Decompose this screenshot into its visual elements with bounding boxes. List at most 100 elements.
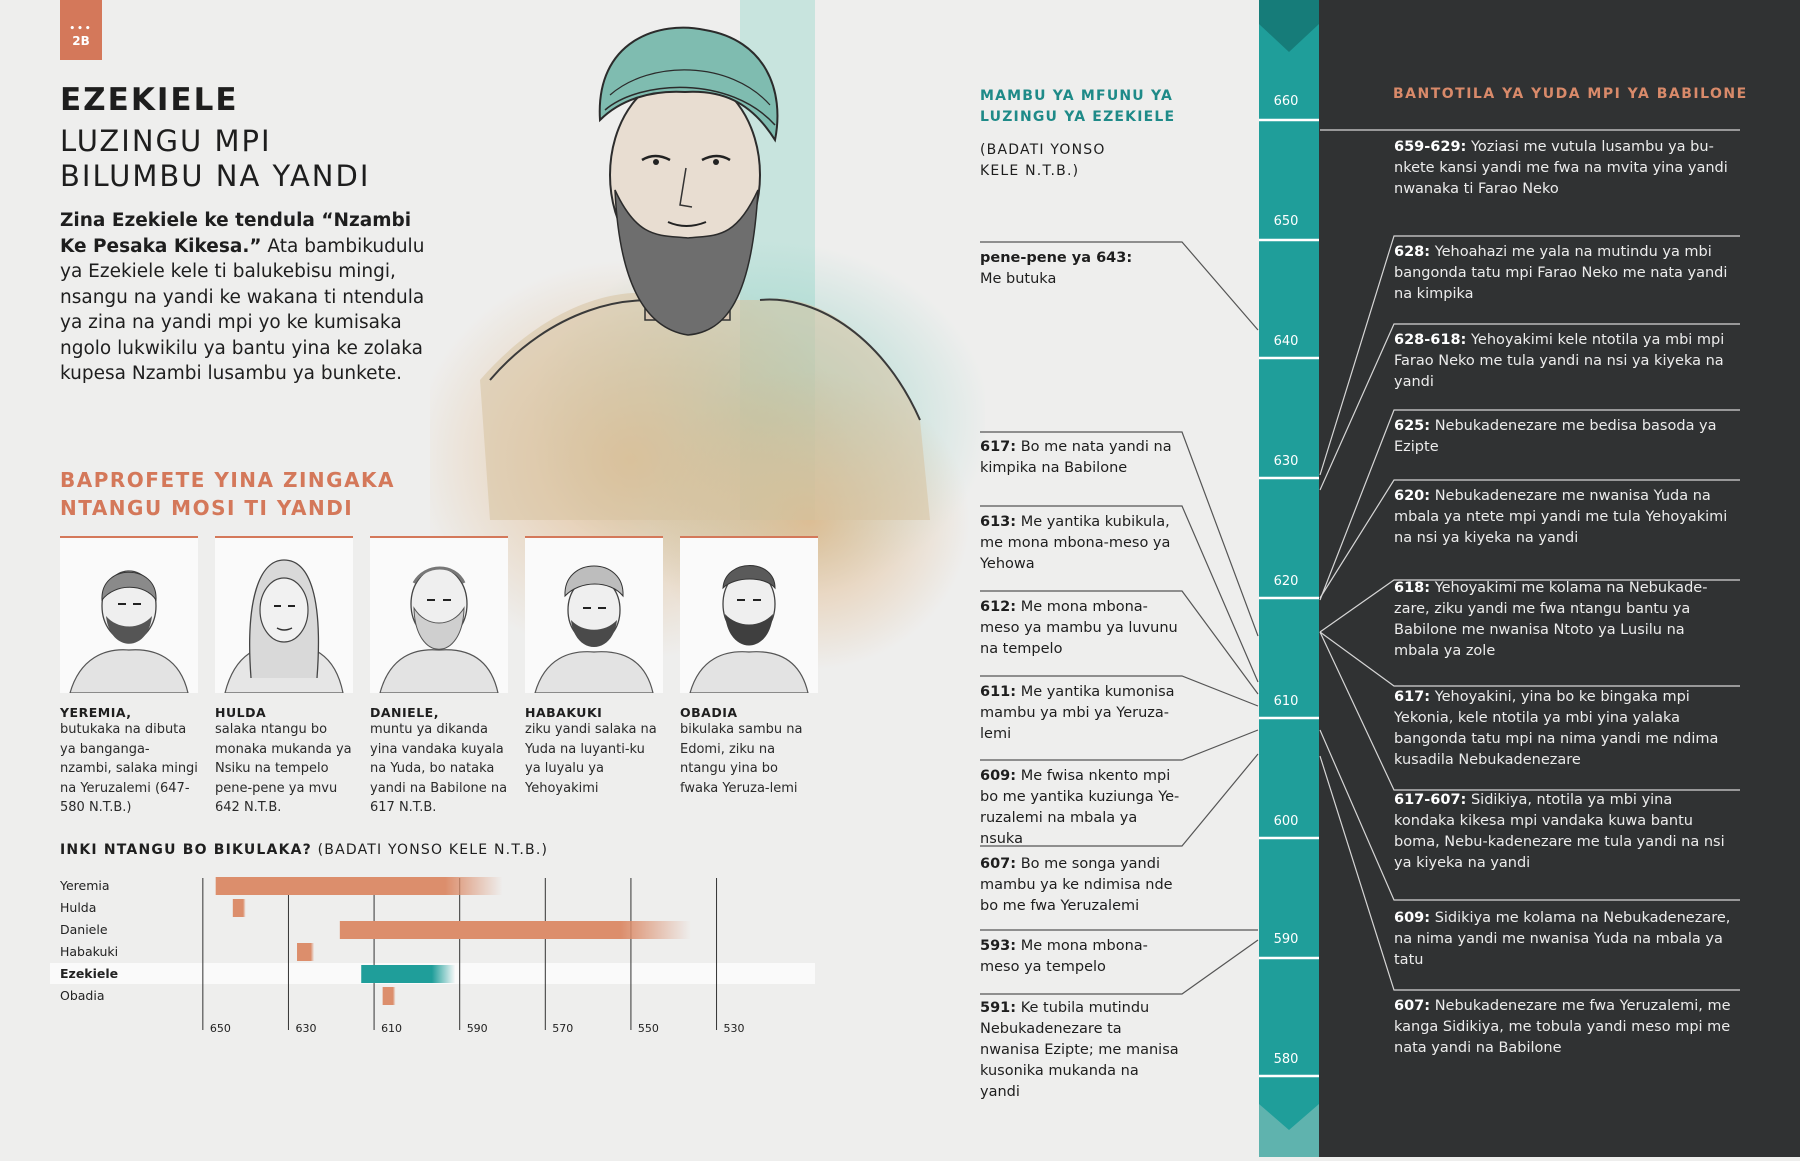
x-tick-label: 610 [381, 1022, 402, 1035]
chart-title: INKI NTANGU BO BIKULAKA? (BADATI YONSO K… [60, 842, 548, 858]
timeline-year-label: 630 [1273, 454, 1299, 469]
row-label: Obadia [60, 988, 105, 1003]
event-date: 628-618: [1394, 332, 1467, 348]
ezekiel-events-heading-line-2: LUZINGU YA EZEKIELE [980, 109, 1176, 125]
event-text: Nebukadenezare me nwanisa Yuda na mbala … [1394, 488, 1728, 546]
event-text: Nebukadenezare me fwa Yeruzalemi, me kan… [1394, 998, 1731, 1056]
event-date: 625: [1394, 418, 1431, 434]
event-text: Yehoahazi me yala na mutindu ya mbi bang… [1394, 244, 1728, 302]
period-bar [215, 877, 503, 895]
event-date: 659-629: [1394, 139, 1467, 155]
king-event: 628: Yehoahazi me yala na mutindu ya mbi… [1394, 242, 1734, 305]
subtitle-line-1: LUZINGU MPI [60, 124, 272, 158]
ezekiel-event: 609: Me fwisa nkento mpi bo me yantika k… [980, 766, 1180, 850]
card-accent-line [680, 536, 818, 538]
event-text: Sidikiya, ntotila ya mbi yina kondaka ki… [1394, 792, 1725, 871]
event-date: 617: [980, 439, 1017, 455]
x-tick-label: 550 [638, 1022, 659, 1035]
event-text: Nebukadenezare me bedisa basoda ya Ezipt… [1394, 418, 1717, 455]
king-event: 659-629: Yoziasi me vutula lusambu ya bu… [1394, 137, 1734, 200]
intro-bold-text: Zina Ezekiele ke tendula “Nzambi Ke Pesa… [60, 210, 412, 257]
timeline-year-label: 610 [1273, 694, 1299, 709]
prophet-name: OBADIA [680, 705, 738, 720]
prophets-heading-line-1: BAPROFETE YINA ZINGAKA [60, 468, 396, 492]
prophet-portrait-sketch [525, 538, 663, 693]
event-text: Sidikiya me kolama na Nebukadenezare, na… [1394, 910, 1731, 968]
prophecy-period-chart: 650 630 610 590 570 550 530 Yeremia Hulda Daniele… [50, 877, 815, 1035]
prophet-name: HABAKUKI [525, 705, 603, 720]
row-label: Yeremia [59, 878, 110, 893]
timeline-year-label: 590 [1273, 932, 1299, 947]
x-tick-label: 630 [295, 1022, 316, 1035]
event-date: 611: [980, 684, 1017, 700]
event-date: 613: [980, 514, 1017, 530]
ezekiel-events-note: (BADATI YONSO KELE N.T.B.) [980, 140, 1180, 182]
x-tick-label: 590 [467, 1022, 488, 1035]
prophet-description: muntu ya dikanda yina vandaka kuyala na … [370, 722, 508, 815]
ezekiel-event: 593: Me mona mbona-meso ya tempelo [980, 936, 1180, 978]
event-date: 609: [980, 768, 1017, 784]
period-bar [361, 965, 456, 983]
page-number: 2B [72, 34, 90, 48]
event-date: 607: [980, 856, 1017, 872]
page-title: EZEKIELE [60, 82, 239, 118]
event-text: Bo me songa yandi mambu ya ke ndimisa nd… [980, 856, 1173, 914]
prophet-card-obadia: OBADIA bikulaka sambu na Edomi, ziku na … [680, 536, 818, 798]
period-bar [339, 921, 691, 939]
card-accent-line [525, 536, 663, 538]
prophet-card-hulda: HULDA salaka ntangu bo monaka mukanda ya… [215, 536, 353, 818]
prophet-portrait-sketch [60, 538, 198, 693]
event-text: Ke tubila mutindu Nebukadenezare ta nwan… [980, 1000, 1179, 1100]
king-event: 625: Nebukadenezare me bedisa basoda ya … [1394, 416, 1734, 458]
prophet-card-habakuki: HABAKUKI ziku yandi salaka na Yuda na lu… [525, 536, 663, 798]
event-date: 609: [1394, 910, 1431, 926]
event-text: Yehoyakimi kele ntotila ya mbi mpi Farao… [1394, 332, 1725, 390]
ezekiel-event: 607: Bo me songa yandi mambu ya ke ndimi… [980, 854, 1180, 917]
prophet-description: bikulaka sambu na Edomi, ziku na ntangu … [680, 722, 803, 796]
page-number-tag: ••• 2B [60, 0, 102, 60]
chart-title-rest: (BADATI YONSO KELE N.T.B.) [311, 842, 549, 858]
ezekiel-event: pene-pene ya 643: Me butuka [980, 248, 1180, 290]
event-date: 618: [1394, 580, 1431, 596]
king-event: 609: Sidikiya me kolama na Nebukadenezar… [1394, 908, 1734, 971]
year-timeline-bar [1259, 0, 1319, 1157]
prophet-portrait-sketch [215, 538, 353, 693]
period-bar [297, 943, 315, 961]
intro-paragraph: Zina Ezekiele ke tendula “Nzambi Ke Pesa… [60, 208, 432, 387]
row-label: Habakuki [60, 944, 118, 959]
king-event: 617: Yehoyakini, yina bo ke bingaka mpi … [1394, 687, 1734, 771]
prophet-card-yeremia: YEREMIA, butukaka na dibuta ya banganga-… [60, 536, 198, 818]
event-date: 617: [1394, 689, 1431, 705]
prophets-heading-line-2: NTANGU MOSI TI YANDI [60, 496, 354, 520]
event-date: pene-pene ya 643: [980, 250, 1133, 266]
timeline-year-label: 650 [1273, 214, 1299, 229]
timeline-year-label: 580 [1273, 1052, 1299, 1067]
ezekiel-events-heading: MAMBU YA MFUNU YA LUZINGU YA EZEKIELE [980, 86, 1210, 128]
row-label: Daniele [60, 922, 108, 937]
period-bar [232, 899, 246, 917]
event-text: Yehoyakimi me kolama na Nebukade-zare, z… [1394, 580, 1708, 659]
card-accent-line [370, 536, 508, 538]
page-subtitle: LUZINGU MPI BILUMBU NA YANDI [60, 124, 440, 194]
ezekiel-event: 612: Me mona mbona-meso ya mambu ya luvu… [980, 597, 1180, 660]
event-date: 620: [1394, 488, 1431, 504]
king-event: 620: Nebukadenezare me nwanisa Yuda na m… [1394, 486, 1734, 549]
king-event: 628-618: Yehoyakimi kele ntotila ya mbi … [1394, 330, 1734, 393]
intro-body-text: Ata bambikudulu ya Ezekiele kele ti balu… [60, 235, 425, 385]
event-date: 628: [1394, 244, 1431, 260]
prophet-card-daniele: DANIELE, muntu ya dikanda yina vandaka k… [370, 536, 508, 818]
prophet-name: DANIELE, [370, 705, 439, 720]
prophet-portrait-sketch [370, 538, 508, 693]
prophet-name: HULDA [215, 705, 267, 720]
timeline-year-label: 660 [1273, 94, 1299, 109]
prophet-description: butukaka na dibuta ya banganga-nzambi, s… [60, 722, 198, 815]
timeline-year-label: 600 [1273, 814, 1299, 829]
prophet-description: salaka ntangu bo monaka mukanda ya Nsiku… [215, 722, 352, 815]
card-accent-line [215, 536, 353, 538]
king-event: 607: Nebukadenezare me fwa Yeruzalemi, m… [1394, 996, 1734, 1059]
tag-dots: ••• [69, 24, 93, 34]
ezekiel-event: 591: Ke tubila mutindu Nebukadenezare ta… [980, 998, 1180, 1103]
row-label: Hulda [60, 900, 96, 915]
ezekiel-event: 611: Me yantika kumonisa mambu ya mbi ya… [980, 682, 1180, 745]
ezekiel-event: 617: Bo me nata yandi na kimpika na Babi… [980, 437, 1180, 479]
